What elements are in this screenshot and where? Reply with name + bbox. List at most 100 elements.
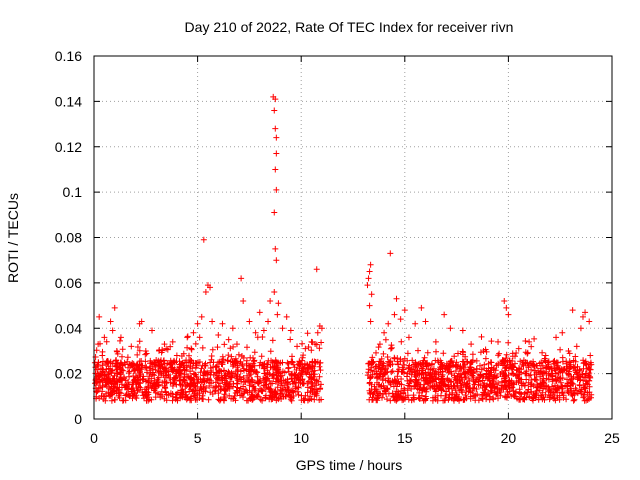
data-point bbox=[364, 282, 371, 289]
data-point bbox=[405, 334, 412, 341]
data-point bbox=[314, 329, 321, 336]
scatter-points bbox=[93, 93, 594, 402]
data-point bbox=[209, 318, 216, 325]
data-point bbox=[229, 325, 236, 332]
data-point bbox=[107, 318, 114, 325]
data-point bbox=[579, 313, 586, 320]
data-point bbox=[559, 329, 566, 336]
data-point bbox=[367, 261, 374, 268]
data-point bbox=[173, 352, 180, 359]
data-point bbox=[271, 107, 278, 114]
data-point bbox=[367, 318, 374, 325]
data-point bbox=[272, 245, 279, 252]
y-tick-label: 0.08 bbox=[55, 230, 82, 246]
x-tick-label: 20 bbox=[501, 430, 517, 446]
data-point bbox=[275, 300, 282, 307]
data-point bbox=[397, 316, 404, 323]
x-tick-label: 25 bbox=[604, 430, 620, 446]
data-point bbox=[95, 341, 102, 348]
data-point bbox=[273, 150, 280, 157]
data-point bbox=[207, 284, 214, 291]
data-point bbox=[256, 309, 263, 316]
data-point bbox=[432, 338, 439, 345]
data-point bbox=[169, 338, 176, 345]
y-tick-label: 0 bbox=[74, 411, 82, 427]
x-axis-label: GPS time / hours bbox=[296, 457, 403, 473]
data-point bbox=[246, 318, 253, 325]
data-point bbox=[138, 318, 145, 325]
data-point bbox=[412, 320, 419, 327]
data-point bbox=[283, 313, 290, 320]
data-point bbox=[202, 288, 209, 295]
data-point bbox=[468, 341, 475, 348]
x-tick-label: 5 bbox=[194, 430, 202, 446]
data-point bbox=[273, 257, 280, 264]
y-tick-label: 0.16 bbox=[55, 48, 82, 64]
plot-frame bbox=[93, 55, 613, 420]
data-point bbox=[515, 345, 522, 352]
y-tick-label: 0.1 bbox=[63, 184, 83, 200]
data-point bbox=[365, 275, 372, 282]
data-point bbox=[569, 307, 576, 314]
data-point bbox=[381, 329, 388, 336]
data-point bbox=[198, 313, 205, 320]
data-point bbox=[387, 250, 394, 257]
data-point bbox=[308, 338, 315, 345]
y-tick-label: 0.06 bbox=[55, 275, 82, 291]
data-point bbox=[252, 329, 259, 336]
data-point bbox=[366, 268, 373, 275]
data-point bbox=[99, 352, 106, 359]
data-point bbox=[271, 209, 278, 216]
data-point bbox=[122, 361, 129, 368]
x-tick-label: 10 bbox=[293, 430, 309, 446]
data-point bbox=[219, 320, 226, 327]
axis-ticks: 0 5 10 15 20 25 0 0.02 0.04 0.06 0.08 0.1 0.12 0.14 0.… bbox=[55, 48, 620, 446]
data-point bbox=[149, 327, 156, 334]
data-point bbox=[200, 236, 207, 243]
data-point bbox=[190, 329, 197, 336]
data-point bbox=[542, 352, 549, 359]
data-point bbox=[161, 341, 168, 348]
y-tick-label: 0.04 bbox=[55, 320, 82, 336]
data-point bbox=[260, 327, 267, 334]
data-point bbox=[273, 186, 280, 193]
data-point bbox=[233, 341, 240, 348]
chart-title: Day 210 of 2022, Rate Of TEC Index for r… bbox=[185, 19, 514, 35]
x-tick-label: 15 bbox=[397, 430, 413, 446]
data-point bbox=[142, 347, 149, 354]
data-point bbox=[117, 334, 124, 341]
data-point bbox=[279, 325, 286, 332]
data-point bbox=[272, 96, 279, 103]
data-point bbox=[503, 304, 510, 311]
y-tick-label: 0.02 bbox=[55, 366, 82, 382]
data-point bbox=[109, 327, 116, 334]
data-point bbox=[318, 325, 325, 332]
data-point bbox=[272, 166, 279, 173]
data-point bbox=[271, 288, 278, 295]
data-point bbox=[376, 341, 383, 348]
data-point bbox=[582, 309, 589, 316]
dense-scatter-band bbox=[91, 330, 595, 404]
data-point bbox=[238, 275, 245, 282]
data-point bbox=[391, 311, 398, 318]
data-point bbox=[96, 313, 103, 320]
data-point bbox=[294, 343, 301, 350]
data-point bbox=[368, 291, 375, 298]
data-point bbox=[103, 366, 110, 373]
grid-lines bbox=[94, 56, 612, 419]
dense-marker-cloud bbox=[91, 330, 595, 404]
data-point bbox=[272, 125, 279, 132]
data-point bbox=[273, 134, 280, 141]
data-point bbox=[526, 338, 533, 345]
data-point bbox=[577, 325, 584, 332]
data-point bbox=[501, 298, 508, 305]
data-point bbox=[366, 302, 373, 309]
data-point bbox=[441, 311, 448, 318]
data-point bbox=[565, 347, 572, 354]
y-tick-label: 0.12 bbox=[55, 139, 82, 155]
data-point bbox=[495, 338, 502, 345]
data-point bbox=[302, 345, 309, 352]
data-point bbox=[265, 318, 272, 325]
x-tick-label: 0 bbox=[90, 430, 98, 446]
